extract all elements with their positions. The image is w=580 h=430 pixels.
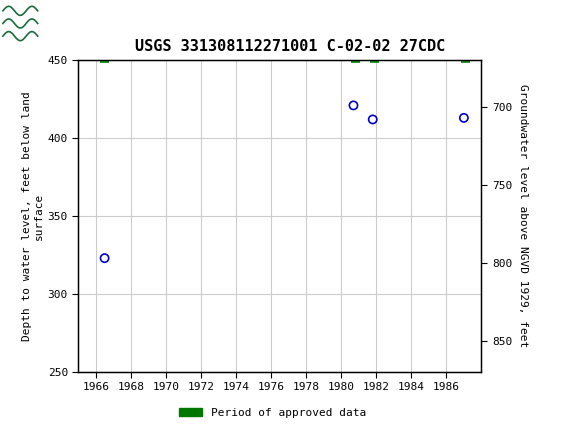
Text: USGS: USGS bbox=[44, 12, 112, 33]
Text: USGS 331308112271001 C-02-02 27CDC: USGS 331308112271001 C-02-02 27CDC bbox=[135, 39, 445, 54]
Bar bbox=[3, 2, 61, 43]
Point bbox=[100, 255, 109, 261]
Point bbox=[349, 102, 358, 109]
Legend: Period of approved data: Period of approved data bbox=[175, 403, 370, 422]
Point bbox=[368, 116, 378, 123]
Point bbox=[459, 114, 469, 121]
Y-axis label: Groundwater level above NGVD 1929, feet: Groundwater level above NGVD 1929, feet bbox=[517, 84, 528, 348]
Y-axis label: Depth to water level, feet below land
surface: Depth to water level, feet below land su… bbox=[22, 91, 44, 341]
